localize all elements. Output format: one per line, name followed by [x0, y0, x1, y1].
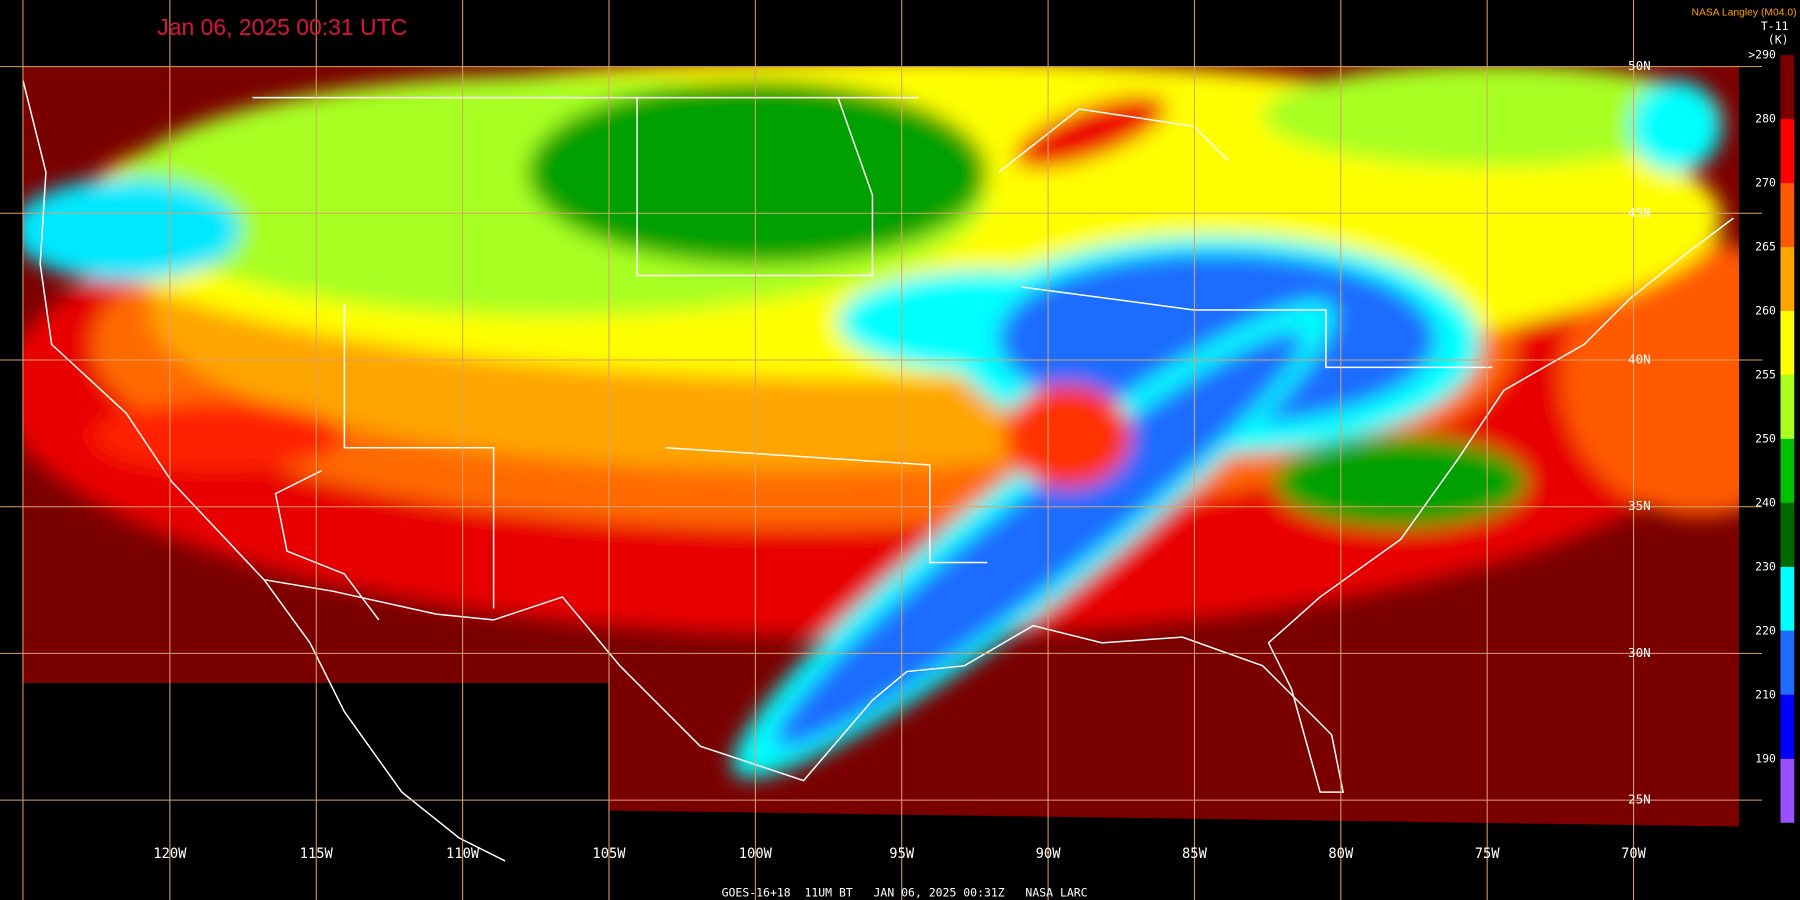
colorbar-label: 240 — [1755, 495, 1776, 509]
unit: (K) — [1768, 33, 1789, 47]
latitude-label: 30N — [1628, 645, 1651, 660]
colorbar-segment — [1780, 630, 1795, 695]
colorbar-label: 210 — [1755, 687, 1776, 701]
longitude-label: 70W — [1621, 846, 1647, 862]
colorbar-segment — [1780, 438, 1795, 503]
colorbar-label: 260 — [1755, 303, 1776, 317]
latitude-label: 35N — [1628, 498, 1651, 513]
latitude-label: 45N — [1628, 205, 1651, 220]
latitude-label: 40N — [1628, 352, 1651, 367]
product: T-11 — [1761, 19, 1789, 33]
colorbar-label: 230 — [1755, 559, 1776, 573]
longitude-label: 85W — [1182, 846, 1208, 862]
longitude-label: 110W — [446, 846, 480, 862]
colorbar-label: 280 — [1755, 112, 1776, 126]
colorbar-label: 265 — [1755, 240, 1776, 254]
colorbar-segment — [1780, 502, 1795, 567]
longitude-label: 100W — [739, 846, 773, 862]
longitude-label: 80W — [1328, 846, 1354, 862]
colorbar-segment — [1780, 694, 1795, 759]
borders — [22, 80, 1734, 862]
longitude-label: 105W — [592, 846, 626, 862]
labels: 120W 115W 110W 105W 100W 95W 90W 85W 80W 75W 70W 50… — [153, 58, 1650, 862]
latitude-label: 50N — [1628, 58, 1651, 73]
colorbar-segment — [1780, 55, 1795, 120]
longitude-label: 120W — [153, 846, 187, 862]
longitude-label: 115W — [300, 846, 334, 862]
footer: GOES-16+18 11UM BT JAN 06, 2025 00:31Z N… — [722, 886, 1088, 900]
colorbar-label: 250 — [1755, 431, 1776, 445]
colorbar: >290 280 270 265 260 255 250 240 230 220 210 190 — [1748, 48, 1795, 823]
colorbar-segment — [1780, 310, 1795, 375]
colorbar-segment — [1780, 374, 1795, 439]
colorbar-segment — [1780, 247, 1795, 311]
colorbar-segment — [1780, 183, 1795, 248]
colorbar-label: 220 — [1755, 623, 1776, 637]
colorbar-segment — [1780, 758, 1795, 823]
longitude-label: 90W — [1036, 846, 1062, 862]
longitude-label: 75W — [1475, 846, 1501, 862]
timestamp: Jan 06, 2025 00:31 UTC — [157, 14, 407, 40]
colorbar-label: 270 — [1755, 176, 1776, 190]
latitude-label: 25N — [1628, 792, 1651, 807]
grid — [0, 0, 1763, 900]
colorbar-segment — [1780, 566, 1795, 631]
source: NASA Langley (M04.0) — [1691, 7, 1796, 18]
colorbar-label: >290 — [1748, 48, 1776, 62]
colorbar-label: 255 — [1755, 367, 1776, 381]
longitude-label: 95W — [889, 846, 915, 862]
colorbar-label: 190 — [1755, 751, 1776, 765]
colorbar-segment — [1780, 119, 1795, 184]
